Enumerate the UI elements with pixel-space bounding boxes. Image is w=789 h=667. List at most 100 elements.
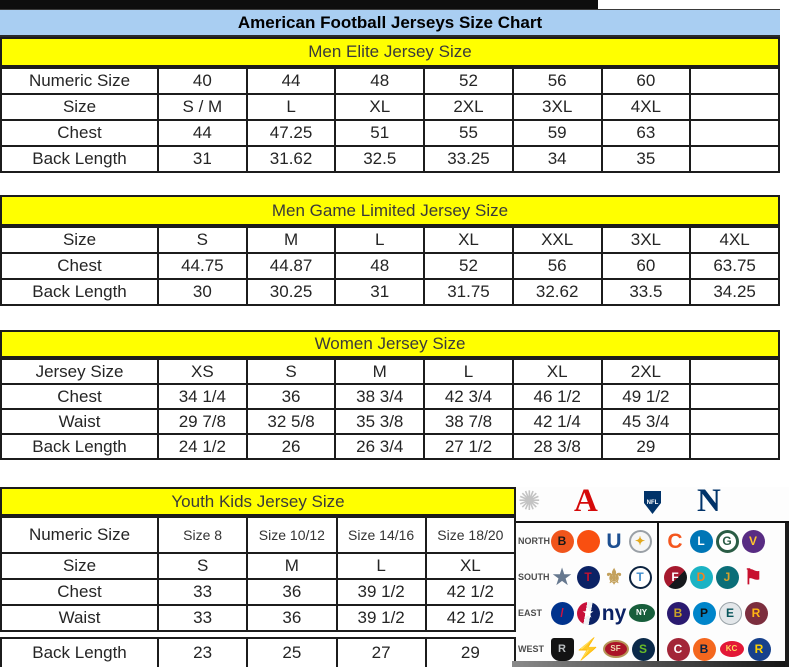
size-cell: [689, 67, 780, 95]
nfl-shield-icon: NFL: [644, 491, 661, 514]
saints-logo-icon: ⚜: [604, 565, 624, 589]
size-cell: S / M: [157, 93, 248, 121]
men-elite-header: Men Elite Jersey Size: [0, 37, 780, 67]
size-cell: 26 3/4: [334, 433, 426, 460]
size-cell: M: [245, 226, 337, 254]
size-cell: 36: [246, 578, 338, 606]
table-row: Size S M L XL XXL 3XL 4XL: [0, 226, 780, 254]
row-label: Back Length: [0, 278, 159, 306]
youth-back-length-table: Back Length 23 25 27 29: [0, 637, 517, 667]
texans-logo-icon: T: [576, 565, 600, 589]
size-cell: [689, 145, 780, 173]
panthers-logo-icon: P: [692, 601, 716, 625]
men-elite-section: Men Elite Jersey Size Numeric Size 40 44 48…: [0, 37, 780, 173]
eagles-logo-icon: E: [718, 601, 742, 625]
size-cell: 4XL: [600, 93, 692, 121]
size-cell: 33.25: [423, 145, 514, 173]
vikings-logo-icon: V: [741, 529, 765, 553]
size-cell: S: [156, 552, 249, 580]
size-cell: 29: [600, 433, 692, 460]
size-cell: 56: [511, 67, 603, 95]
men-game-limited-section: Men Game Limited Jersey Size Size S M L XL XX…: [0, 195, 780, 306]
table-row: Size S M L XL: [0, 552, 517, 580]
table-row: Size S / M L XL 2XL 3XL 4XL: [0, 93, 780, 121]
size-cell: 34: [511, 145, 603, 173]
browns-logo-icon: [576, 529, 600, 553]
titans-logo-icon: T: [628, 565, 652, 589]
table-row: Back Length 30 30.25 31 31.75 32.62 33.5 34.25: [0, 278, 780, 306]
size-cell: 42 1/2: [424, 578, 517, 606]
men-game-limited-table: Size S M L XL XXL 3XL 4XL Chest 44.75 44.87 48 52 56 6…: [0, 226, 780, 306]
division-row: WEST R ⚡ SF S C B KC R: [516, 631, 789, 667]
bears-logo-icon: C: [667, 529, 683, 553]
division-label: WEST: [518, 644, 544, 654]
size-cell: 30: [157, 278, 248, 306]
size-cell: 49 1/2: [600, 383, 692, 410]
size-cell: [689, 383, 780, 410]
size-cell: 55: [423, 119, 514, 147]
size-cell: 56: [511, 252, 603, 280]
size-cell: 46 1/2: [511, 383, 603, 410]
afc-logo-icon: A: [574, 483, 598, 519]
chargers-logo-icon: ⚡: [574, 637, 602, 661]
size-cell: [689, 93, 780, 121]
size-cell: 44.75: [157, 252, 248, 280]
row-label: Back Length: [0, 637, 159, 667]
size-cell: 47.25: [245, 119, 337, 147]
size-cell: 25: [246, 637, 338, 667]
size-cell: 29: [424, 637, 517, 667]
size-cell: 32.5: [334, 145, 426, 173]
size-cell: 39 1/2: [335, 578, 427, 606]
seahawks-logo-icon: S: [631, 637, 655, 661]
size-cell: XXL: [511, 226, 603, 254]
chart-title: American Football Jerseys Size Chart: [0, 9, 780, 37]
size-cell: 33: [156, 578, 249, 606]
size-cell: 31.62: [245, 145, 337, 173]
patriots-logo-icon: ★: [576, 601, 600, 625]
size-cell: 31.75: [423, 278, 514, 306]
bills-logo-icon: /: [550, 601, 574, 625]
broncos-logo-icon: B: [692, 637, 716, 661]
division-label: NORTH: [518, 536, 550, 546]
size-cell: 39 1/2: [335, 604, 427, 632]
size-cell: L: [245, 93, 337, 121]
women-table: Jersey Size XS S M L XL 2XL Chest 34 1/4 36 38 3/4…: [0, 358, 780, 460]
size-cell: S: [157, 226, 248, 254]
size-cell: XL: [511, 358, 603, 385]
size-cell: Size 10/12: [246, 516, 338, 554]
size-cell: L: [334, 226, 426, 254]
size-cell: XL: [424, 552, 517, 580]
table-row: Numeric Size Size 8 Size 10/12 Size 14/16 Si…: [0, 516, 517, 554]
ravens-logo-icon: B: [666, 601, 690, 625]
size-cell: M: [334, 358, 426, 385]
bengals-logo-icon: B: [550, 529, 574, 553]
size-cell: 33.5: [600, 278, 692, 306]
right-dark-edge: [785, 523, 789, 667]
size-cell: XL: [334, 93, 426, 121]
size-cell: 52: [423, 67, 514, 95]
table-row: Waist 29 7/8 32 5/8 35 3/8 38 7/8 42 1/4 45 3/…: [0, 408, 780, 435]
size-cell: 2XL: [600, 358, 692, 385]
row-label: Numeric Size: [0, 516, 159, 554]
size-cell: 42 1/4: [511, 408, 603, 435]
size-cell: 31: [334, 278, 426, 306]
size-cell: [689, 408, 780, 435]
size-cell: XL: [423, 226, 514, 254]
size-cell: 32.62: [511, 278, 603, 306]
size-cell: 32 5/8: [245, 408, 337, 435]
size-cell: Size 14/16: [335, 516, 427, 554]
table-row: Chest 44 47.25 51 55 59 63: [0, 119, 780, 147]
size-cell: 60: [600, 252, 692, 280]
division-label: SOUTH: [518, 572, 550, 582]
jaguars-logo-icon: J: [715, 565, 739, 589]
table-row: Back Length 24 1/2 26 26 3/4 27 1/2 28 3/8 29: [0, 433, 780, 460]
table-row: Waist 33 36 39 1/2 42 1/2: [0, 604, 517, 632]
chiefs-logo-icon: KC: [718, 640, 745, 658]
table-row: Numeric Size 40 44 48 52 56 60: [0, 67, 780, 95]
youth-table: Numeric Size Size 8 Size 10/12 Size 14/16 Si…: [0, 516, 517, 632]
size-cell: M: [246, 552, 338, 580]
size-cell: L: [423, 358, 514, 385]
steelers-logo-icon: ✦: [628, 529, 652, 553]
size-cell: 48: [334, 67, 426, 95]
